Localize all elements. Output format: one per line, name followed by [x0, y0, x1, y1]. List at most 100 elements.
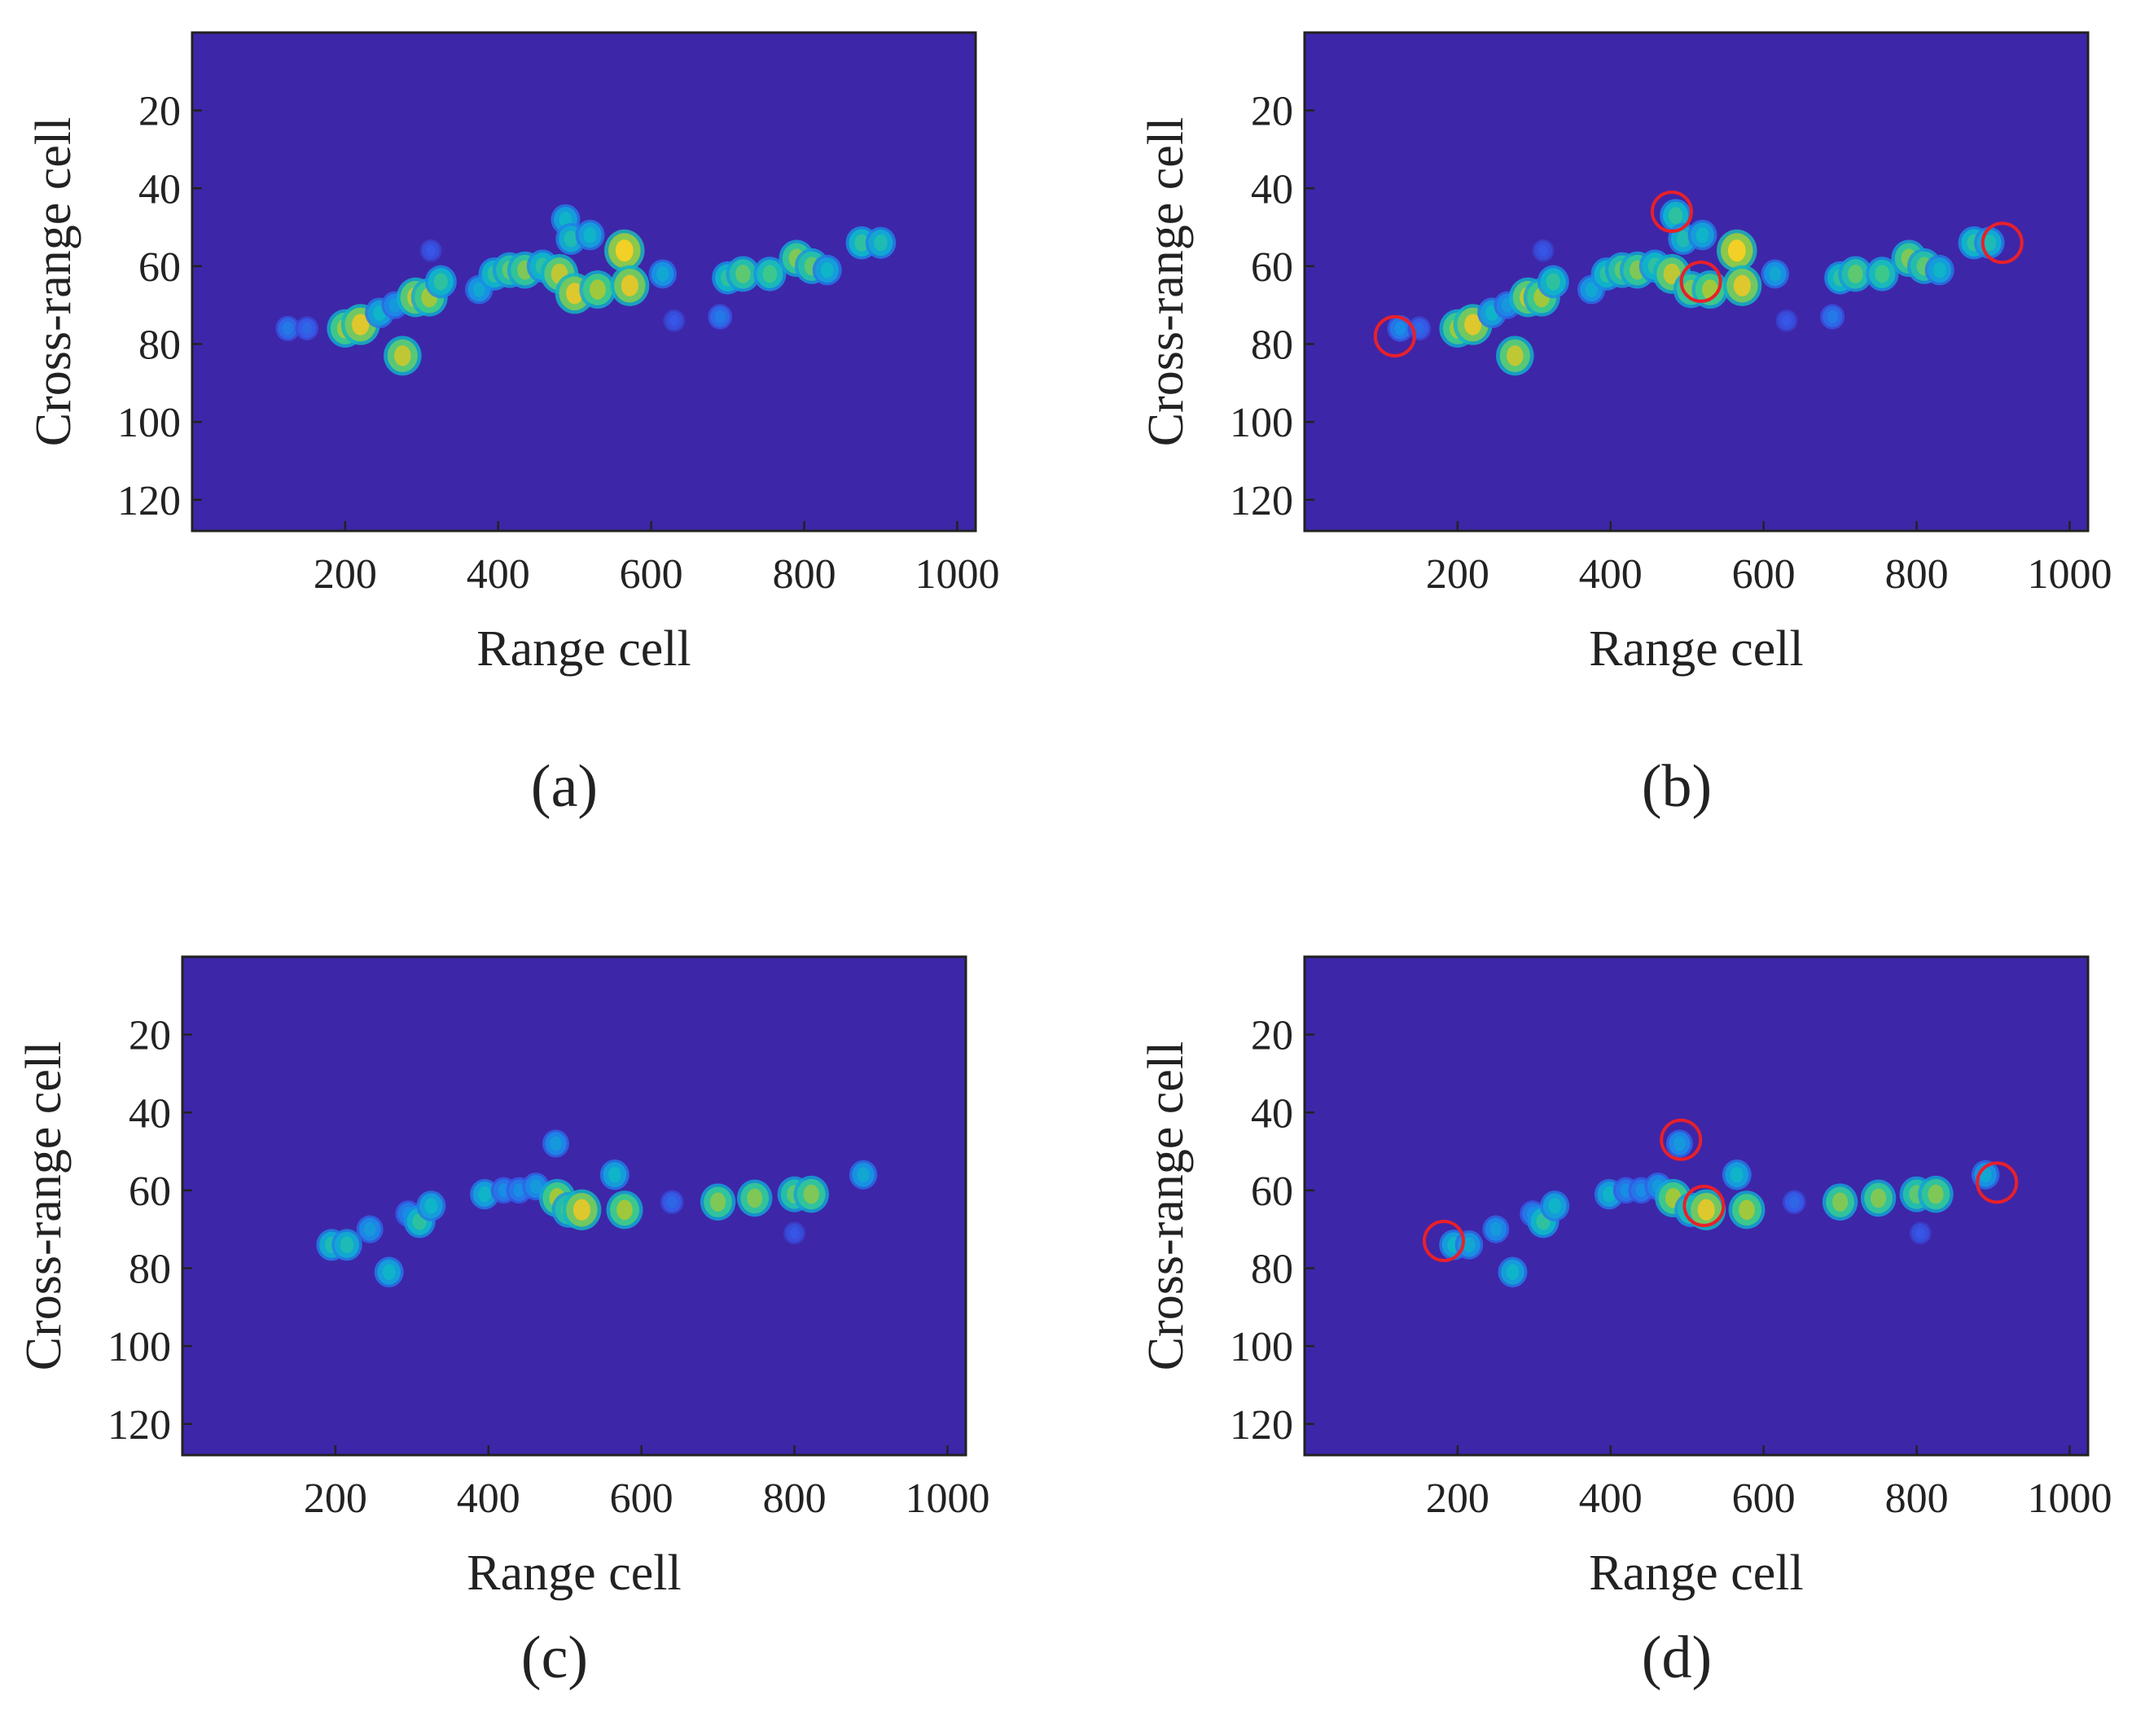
scatterer: [812, 254, 842, 286]
scatterer: [356, 1215, 384, 1243]
y-tick-label: 40: [1251, 1090, 1293, 1137]
y-tick-label: 120: [1230, 1402, 1293, 1449]
y-tick-label: 80: [138, 322, 181, 369]
x-axis-label: Range cell: [1589, 621, 1803, 677]
y-tick-label: 20: [1251, 89, 1293, 135]
y-tick-label: 80: [1251, 322, 1293, 369]
scatterer: [660, 1190, 684, 1214]
panel-b: 200 400 600 800 1000 20 40 60 80 100 120 Range cell…: [1138, 31, 2112, 820]
panel-c: 200 400 600 800 1000 20 40 60 80 100 120 Range cell…: [16, 955, 989, 1691]
plot-frame: [1303, 955, 2090, 1457]
highlight-circle: [1976, 1161, 2019, 1204]
x-axis-label: Range cell: [467, 1545, 681, 1601]
y-tick-label: 100: [1230, 1324, 1293, 1370]
scatterer: [1924, 254, 1954, 286]
y-tick-label: 20: [1251, 1013, 1293, 1059]
x-tick-label: 1000: [2027, 1475, 2112, 1522]
y-axis-label: Cross-range cell: [16, 1041, 72, 1371]
x-tick-label: 1000: [2027, 551, 2112, 598]
scatterer: [736, 1179, 773, 1217]
scatterer: [1866, 256, 1899, 292]
scatterer: [1820, 304, 1845, 330]
scatterer-layer: [1439, 1129, 2000, 1288]
scatterer: [575, 219, 605, 251]
scatterer: [1482, 1215, 1510, 1243]
scatterer: [1728, 1190, 1766, 1230]
highlight-circle: [1660, 1118, 1703, 1161]
y-tick-label: 40: [129, 1090, 171, 1137]
highlight-circle: [1650, 190, 1693, 233]
scatterer: [599, 1160, 629, 1190]
scatterer: [295, 316, 319, 341]
scatterer: [1665, 1129, 1693, 1158]
panel-d: 200 400 600 800 1000 20 40 60 80 100 120 Range cell…: [1138, 955, 2112, 1691]
scatterer: [419, 239, 442, 262]
scatterer: [1822, 1183, 1858, 1221]
x-tick-label: 200: [1426, 1475, 1489, 1522]
y-tick-label: 80: [129, 1247, 171, 1293]
x-tick-label: 400: [457, 1475, 520, 1522]
scatterer: [1722, 265, 1762, 306]
scatterer: [708, 304, 733, 330]
scatterer: [849, 1160, 878, 1190]
scatterer: [562, 1189, 602, 1230]
x-tick-label: 400: [1579, 1475, 1643, 1522]
scatterer-layer: [316, 1129, 878, 1288]
x-tick-label: 800: [763, 1475, 827, 1522]
plot-frame: [191, 31, 977, 533]
y-tick-label: 40: [138, 166, 181, 213]
x-tick-label: 1000: [905, 1475, 989, 1522]
scatterer: [783, 1221, 806, 1245]
x-tick-label: 800: [1885, 1475, 1949, 1522]
x-axis-label: Range cell: [1589, 1545, 1803, 1601]
y-tick-label: 60: [129, 1168, 171, 1215]
y-tick-label: 120: [1230, 478, 1293, 524]
scatterer: [1775, 309, 1798, 332]
x-tick-label: 200: [304, 1475, 367, 1522]
scatterer: [1687, 219, 1717, 251]
plot-frame: [181, 955, 967, 1457]
y-tick-label: 60: [1251, 244, 1293, 291]
scatterer: [416, 1190, 446, 1221]
scatterer: [663, 309, 686, 332]
scatterer-layer: [275, 204, 897, 376]
scatterer: [1537, 265, 1569, 299]
scatterer: [331, 1229, 362, 1261]
scatterer: [1860, 1179, 1897, 1217]
scatterer: [1722, 1160, 1752, 1190]
y-axis-label: Cross-range cell: [1138, 1041, 1194, 1371]
scatterer: [374, 1256, 404, 1288]
panel-a: 200 400 600 800 1000 20 40 60 80 100 120 Range cell…: [26, 31, 999, 820]
x-axis-label: Range cell: [476, 621, 691, 677]
scatterer: [1691, 270, 1729, 309]
y-tick-label: 120: [107, 1402, 171, 1449]
panel-caption: (c): [521, 1624, 588, 1691]
highlight-circle: [1981, 221, 2024, 265]
highlight-circle: [1373, 314, 1416, 357]
plot-frame: [1303, 31, 2090, 533]
highlight-circle: [1679, 261, 1722, 303]
y-tick-label: 80: [1251, 1247, 1293, 1293]
y-tick-label: 20: [138, 89, 181, 135]
scatterer: [793, 1175, 829, 1213]
scatterer: [1387, 315, 1414, 342]
x-tick-label: 600: [1732, 1475, 1796, 1522]
scatterer: [1838, 256, 1873, 292]
panel-caption: (b): [1642, 753, 1712, 820]
y-tick-label: 100: [107, 1324, 171, 1370]
y-tick-label: 60: [138, 244, 181, 291]
panel-caption: (d): [1642, 1624, 1712, 1691]
x-tick-label: 800: [773, 551, 836, 598]
x-tick-label: 200: [314, 551, 377, 598]
scatterer: [1761, 259, 1790, 289]
x-tick-label: 800: [1885, 551, 1949, 598]
scatterer: [1532, 239, 1555, 262]
y-axis-label: Cross-range cell: [26, 117, 81, 447]
highlight-circle: [1422, 1220, 1465, 1263]
scatterer: [579, 270, 616, 309]
scatterer: [1717, 229, 1757, 272]
scatterer: [1540, 1190, 1570, 1221]
scatterer: [865, 226, 897, 259]
scatterer: [610, 265, 650, 306]
